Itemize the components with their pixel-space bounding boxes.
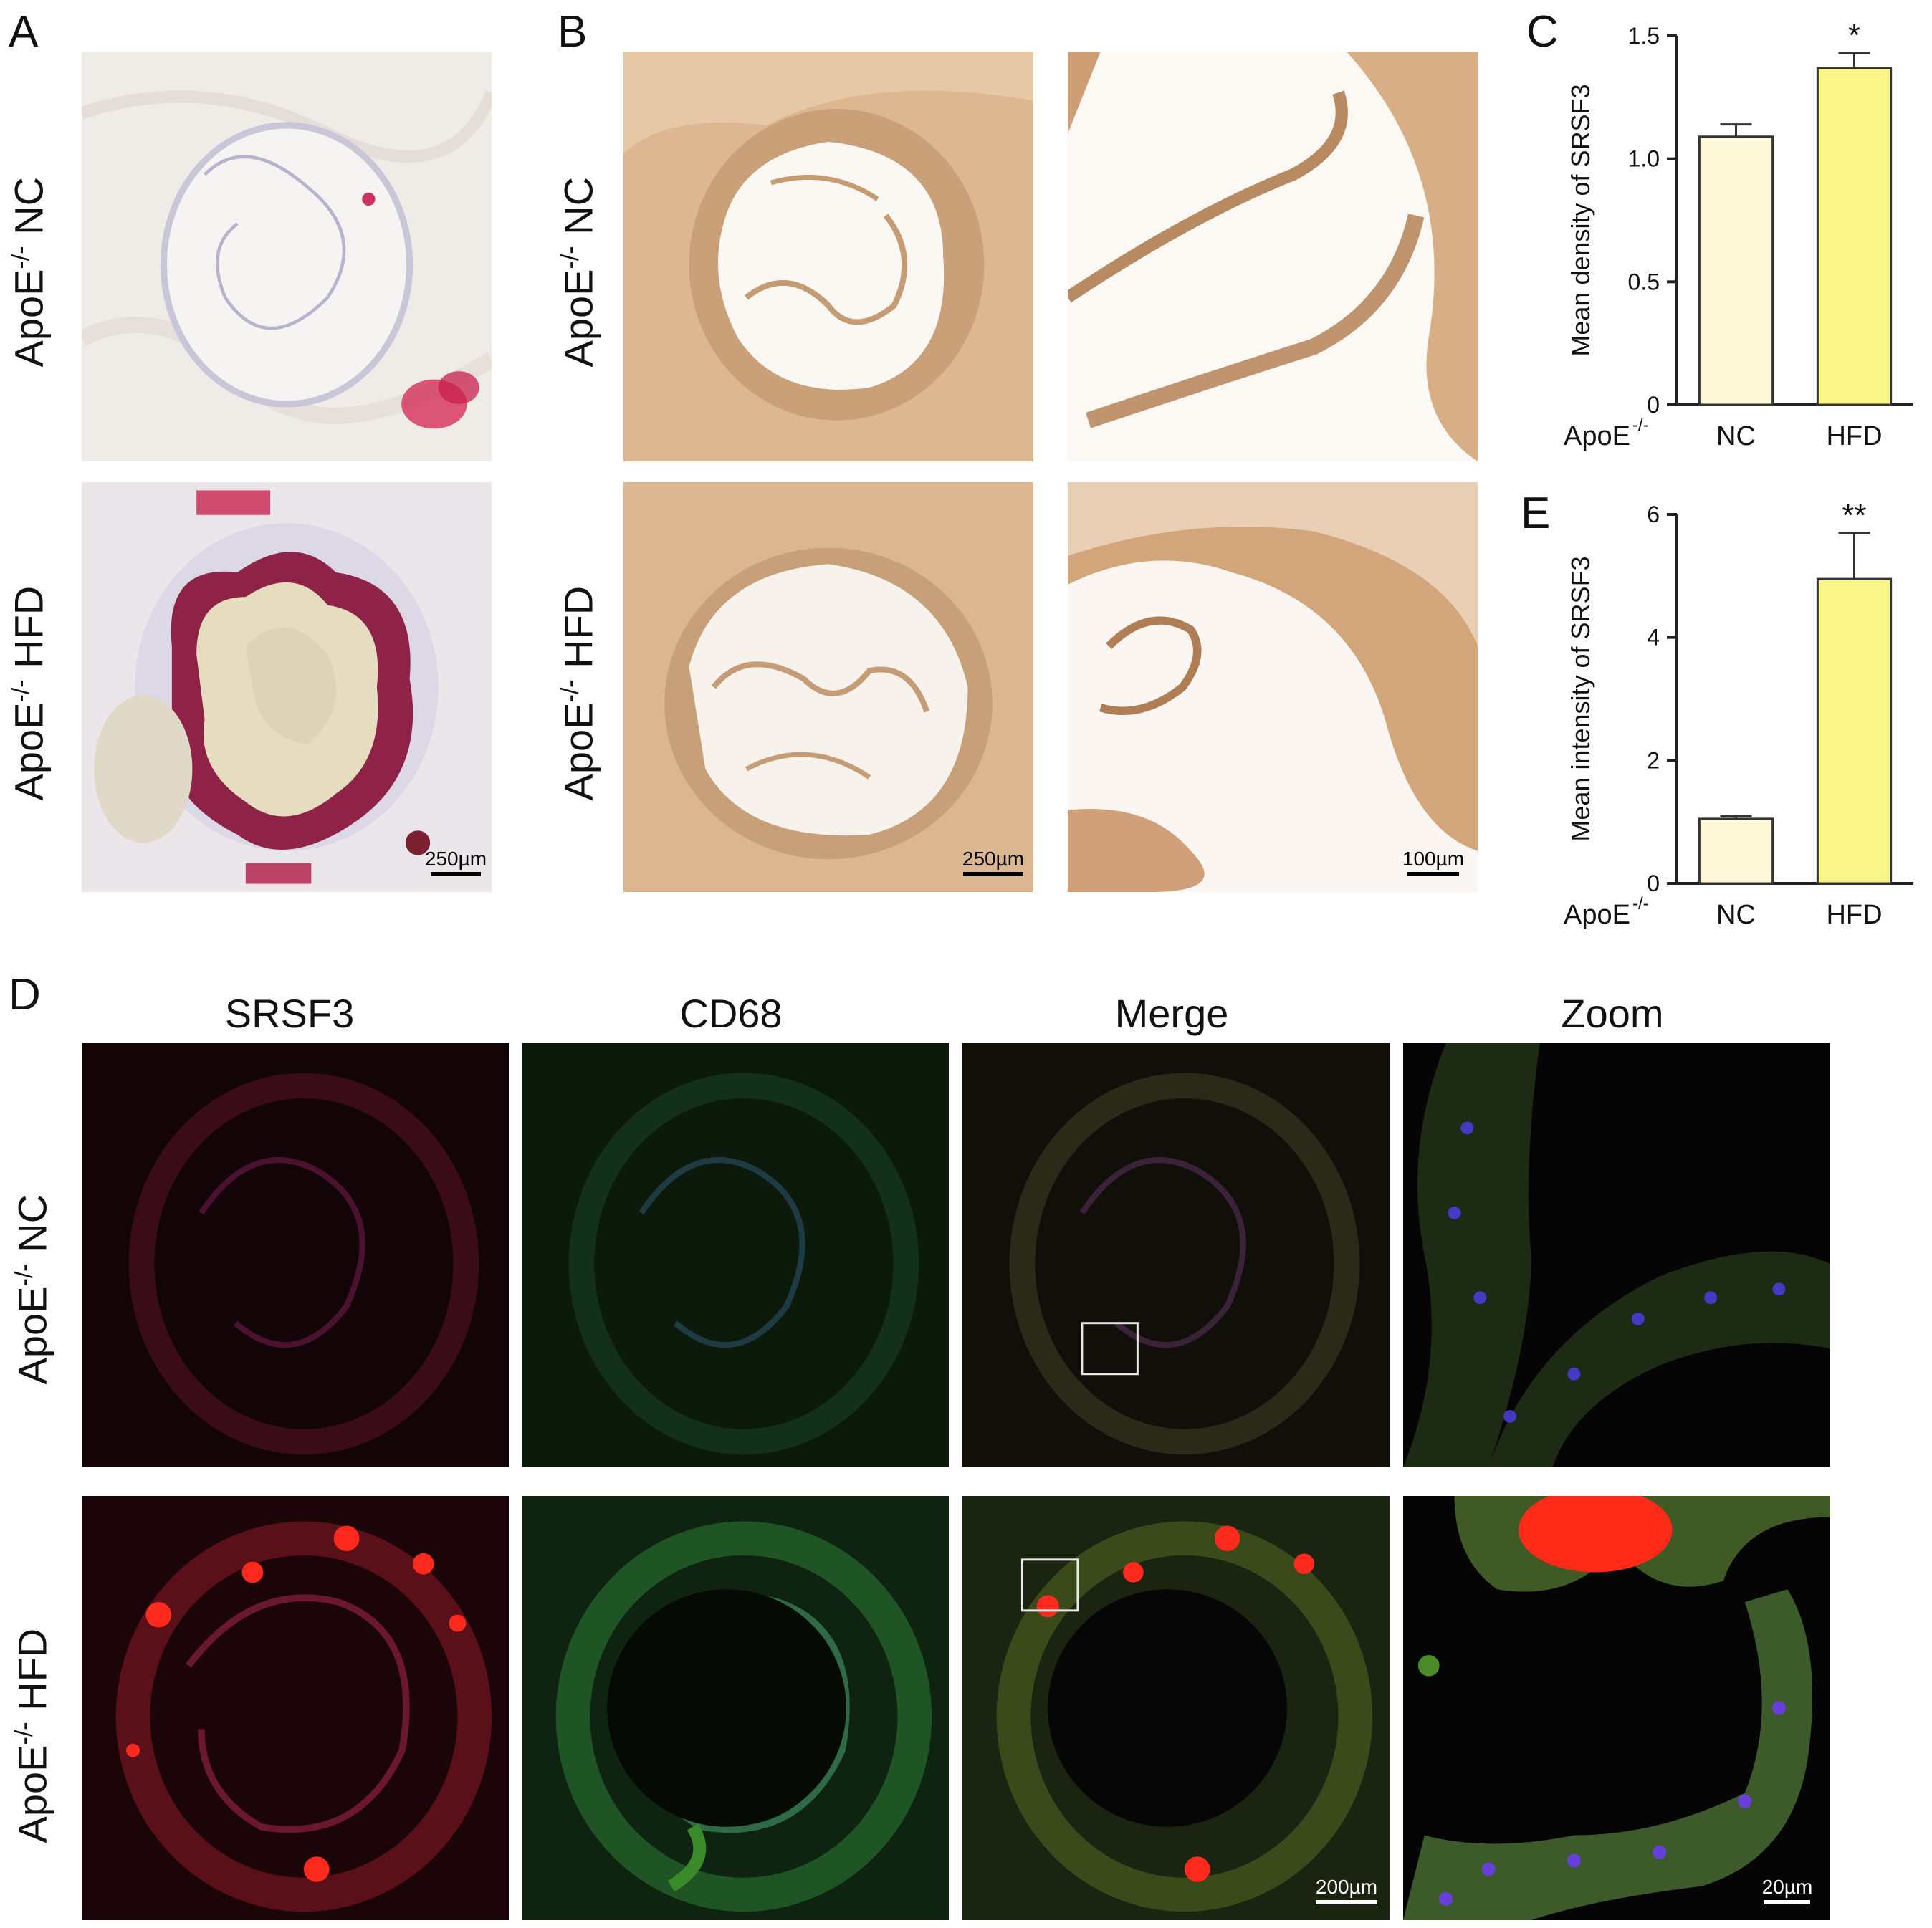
chart-c-x-prefix-sup: -/- (1632, 416, 1649, 435)
panel-d-zoom-scale-label: 20µm (1761, 1876, 1813, 1898)
chart-e-significance-mark: ** (1842, 498, 1866, 533)
panel-a-scale-line (431, 872, 481, 876)
chart-c-y-tick-label: 1.5 (1628, 23, 1660, 49)
panel-d-nc-zoom-image (1403, 1043, 1830, 1467)
panel-b-high-mag-scale-line (1407, 872, 1459, 876)
chart-c-x-tick-label: HFD (1826, 421, 1882, 451)
panel-d-letter: D (9, 970, 41, 1020)
panel-d-row-label-hfd: ApoE-/- HFD (9, 1628, 55, 1843)
chart-c-mean-density: 0 0.5 1.0 1.5 Mean density of SRSF3 NC * HFD Apo… (1564, 18, 1913, 451)
panel-d-hfd-merge-image (962, 1496, 1390, 1920)
panel-a-nc-oil-red-image (82, 52, 492, 461)
panel-b-nc-high-mag-ihc-image (1068, 52, 1478, 461)
panel-e-letter: E (1521, 489, 1551, 538)
chart-e-x-tick-label: NC (1716, 900, 1756, 930)
panel-d-col-srsf3: SRSF3 (224, 991, 355, 1036)
panel-d-col-merge: Merge (1114, 991, 1229, 1036)
panel-d-merge-scale-line (1316, 1900, 1377, 1904)
panel-d-hfd-srsf3-image (82, 1496, 509, 1920)
chart-e-bar (1816, 577, 1893, 885)
panel-d-nc-cd68-image (522, 1043, 949, 1467)
chart-c-y-tick-label: 0 (1647, 392, 1660, 418)
panel-d-col-cd68: CD68 (679, 991, 783, 1036)
panel-d-zoom-scale-bar: 20µm (1753, 1876, 1822, 1904)
chart-e-y-tick-label: 0 (1647, 871, 1660, 896)
panel-b-high-mag-scale-bar: 100µm (1397, 848, 1469, 876)
chart-c-y-tick-label: 0.5 (1628, 269, 1660, 294)
panel-b-low-mag-scale-line (963, 872, 1023, 876)
panel-d-nc-merge-image (962, 1043, 1390, 1467)
panel-a-row-label-hfd: ApoE-/- HFD (6, 585, 52, 801)
panel-c-letter: C (1526, 7, 1559, 57)
chart-e-bar (1698, 817, 1774, 885)
panel-b-low-mag-scale-bar: 250µm (957, 848, 1029, 876)
chart-e-x-tick-label: HFD (1826, 900, 1882, 930)
panel-a-scale-bar: 250µm (421, 848, 490, 876)
chart-c-y-tick-label: 1.0 (1628, 146, 1660, 172)
panel-a-hfd-oil-red-image (82, 482, 492, 892)
chart-e-x-prefix-sup: -/- (1632, 894, 1649, 913)
chart-e-y-axis-label: Mean intensity of SRSF3 (1566, 556, 1595, 841)
panel-b-hfd-low-mag-ihc-image (623, 482, 1033, 892)
chart-c-x-tick-label: NC (1716, 421, 1756, 451)
panel-b-hfd-high-mag-ihc-image (1068, 482, 1478, 892)
panel-d-zoom-scale-line (1764, 1900, 1810, 1904)
panel-d-hfd-cd68-image (522, 1496, 949, 1920)
panel-b-row-label-hfd: ApoE-/- HFD (555, 585, 601, 801)
chart-e-x-prefix-label: ApoE (1564, 900, 1630, 930)
panel-b-row-label-nc: ApoE-/- NC (555, 176, 601, 368)
panel-d-merge-scale-bar: 200µm (1309, 1876, 1385, 1904)
panel-b-nc-low-mag-ihc-image (623, 52, 1033, 461)
chart-e-y-tick-label: 2 (1647, 747, 1660, 773)
panel-b-high-mag-scale-label: 100µm (1402, 848, 1465, 870)
panel-a-row-label-nc: ApoE-/- NC (6, 176, 52, 368)
panel-a-letter: A (9, 7, 39, 57)
panel-d-merge-scale-label: 200µm (1315, 1876, 1378, 1898)
panel-a-scale-label: 250µm (424, 848, 487, 870)
chart-c-bar (1816, 67, 1893, 406)
chart-e-y-tick-label: 6 (1647, 502, 1660, 527)
panel-d-nc-srsf3-image (82, 1043, 509, 1467)
panel-d-col-zoom: Zoom (1561, 991, 1664, 1036)
chart-c-x-prefix-label: ApoE (1564, 421, 1630, 451)
panel-d-hfd-zoom-image (1403, 1496, 1830, 1920)
chart-c-bar (1698, 135, 1774, 406)
panel-b-letter: B (558, 7, 588, 57)
chart-c-significance-mark: * (1848, 18, 1860, 53)
chart-c-y-axis-label: Mean density of SRSF3 (1566, 84, 1595, 356)
chart-e-y-tick-label: 4 (1647, 625, 1660, 651)
panel-b-low-mag-scale-label: 250µm (962, 848, 1025, 870)
panel-d-row-label-nc: ApoE-/- NC (9, 1194, 55, 1385)
chart-e-mean-intensity: 0 2 4 6 Mean intensity of SRSF3 NC ** HFD ApoE -/… (1564, 498, 1913, 930)
